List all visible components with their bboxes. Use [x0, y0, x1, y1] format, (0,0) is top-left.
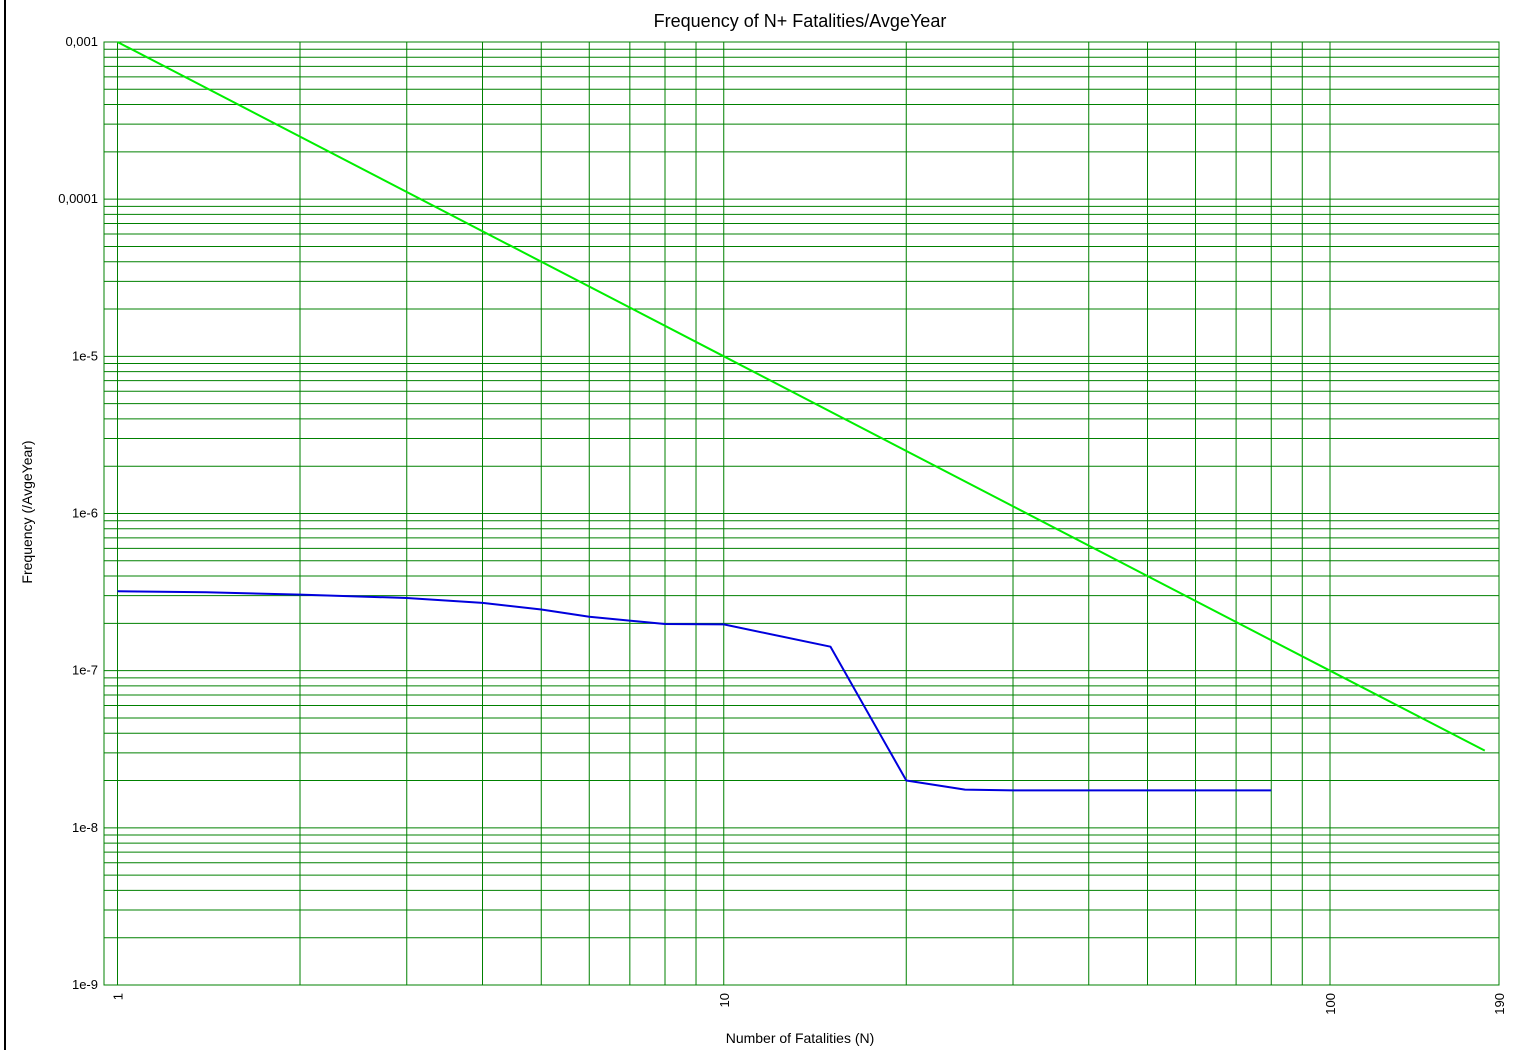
y-tick-label: 1e-7: [72, 663, 98, 678]
y-axis-title: Frequency (/AvgeYear): [19, 440, 35, 583]
x-tick-label: 10: [717, 993, 732, 1007]
y-tick-label: 0,001: [65, 34, 98, 49]
series-line-2: [117, 590, 1272, 792]
x-tick-label: 100: [1323, 993, 1338, 1015]
y-tick-label: 1e-5: [72, 348, 98, 363]
y-tick-label: 0,0001: [58, 191, 98, 206]
y-tick-label: 1e-8: [72, 820, 98, 835]
x-tick-label: 190: [1492, 993, 1507, 1015]
tick-labels: 0,001 0,0001 1e-5 1e-6 1e-7 1e-8 1e-9 1 10 100 190: [58, 34, 1507, 1015]
x-tick-label: 1: [111, 993, 126, 1000]
y-tick-label: 1e-6: [72, 506, 98, 521]
series-lines: [117, 41, 1486, 792]
window-frame-left: [4, 145, 6, 1050]
plot-area-border: [103, 41, 1500, 986]
grid-lines: [104, 41, 1499, 986]
x-axis-title: Number of Fatalities (N): [726, 1030, 875, 1046]
series-line-1: [117, 41, 1486, 752]
y-tick-label: 1e-9: [72, 977, 98, 992]
window-frame-top: [4, 0, 6, 145]
chart-title: Frequency of N+ Fatalities/AvgeYear: [654, 11, 947, 31]
